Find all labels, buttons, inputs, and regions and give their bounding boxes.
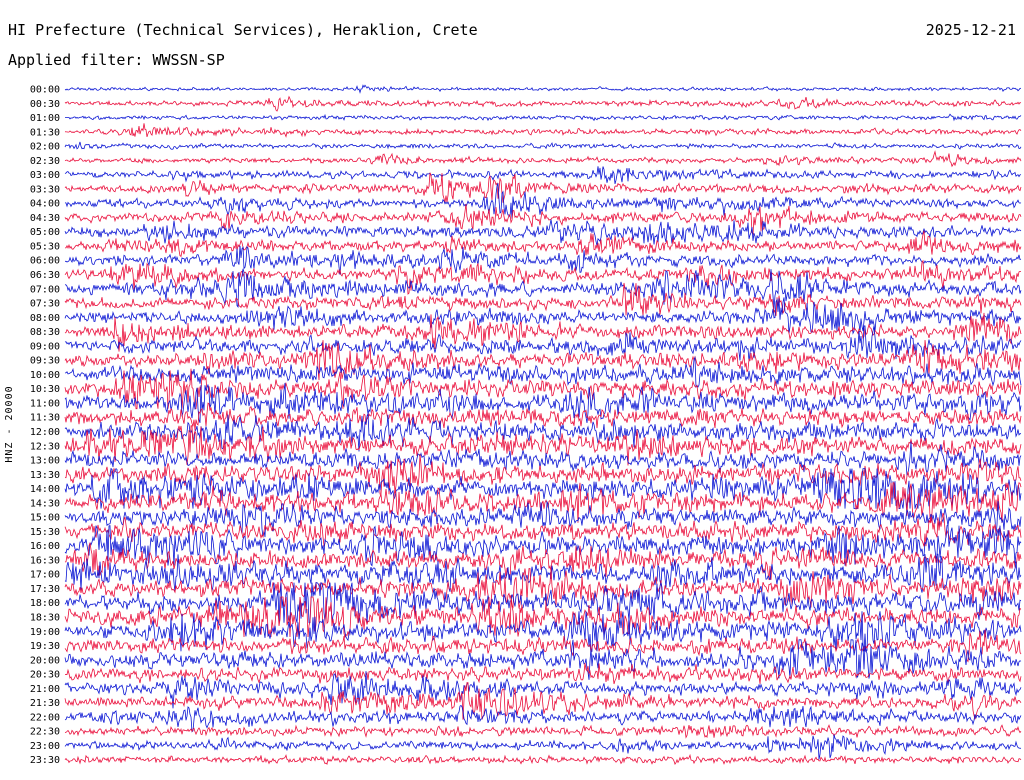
time-label: 05:30 [30,242,60,253]
time-label: 08:00 [30,313,60,324]
seismo-trace [64,542,1022,580]
time-label: 03:00 [30,170,60,181]
seismo-trace [64,734,1022,760]
time-label: 18:00 [30,598,60,609]
seismo-trace [64,325,1022,362]
seismo-trace [64,682,1022,721]
time-label: 07:00 [30,284,60,295]
seismo-trace [64,425,1022,466]
time-label: 10:30 [30,384,60,395]
seismo-trace [64,183,1022,219]
time-label: 21:30 [30,698,60,709]
time-label: 18:30 [30,613,60,624]
seismo-trace [64,84,1022,94]
seismo-trace [64,297,1022,335]
time-label: 00:00 [30,85,60,96]
time-label: 19:30 [30,641,60,652]
time-label: 04:00 [30,199,60,210]
seismo-trace [64,382,1022,424]
time-label: 11:00 [30,398,60,409]
time-label: 23:30 [30,755,60,766]
seismo-trace [64,512,1022,548]
time-label: 05:00 [30,227,60,238]
time-label: 16:00 [30,541,60,552]
time-label: 19:00 [30,627,60,638]
time-label: 02:00 [30,142,60,153]
seismo-trace [64,141,1022,150]
time-label: 01:30 [30,127,60,138]
seismo-trace [64,95,1022,112]
seismo-trace [64,639,1022,680]
time-label: 22:00 [30,712,60,723]
seismo-trace [64,663,1022,685]
time-label: 12:30 [30,441,60,452]
header-date: 2025-12-21 [925,21,1016,39]
time-label: 04:30 [30,213,60,224]
seismo-trace [64,454,1022,495]
seismo-trace [64,282,1022,316]
time-label: 09:00 [30,341,60,352]
time-label: 23:00 [30,741,60,752]
seismo-trace [64,340,1022,381]
seismo-trace [64,581,1022,624]
time-label: 06:30 [30,270,60,281]
seismo-trace [64,150,1022,168]
time-label: 15:00 [30,513,60,524]
time-label: 22:30 [30,727,60,738]
seismo-trace [64,525,1022,567]
time-label: 07:30 [30,299,60,310]
time-label: 11:30 [30,413,60,424]
seismo-trace [65,113,1022,122]
time-label: 06:00 [30,256,60,267]
seismo-trace [64,312,1022,352]
time-label: 08:30 [30,327,60,338]
seismo-trace [65,245,1022,275]
seismo-trace [64,172,1022,203]
time-label: 17:00 [30,570,60,581]
time-label: 20:30 [30,670,60,681]
seismo-trace [64,671,1022,709]
time-label: 03:30 [30,184,60,195]
seismo-trace [64,441,1022,478]
seismo-trace [64,553,1022,593]
seismo-trace [64,259,1022,295]
seismo-trace [64,500,1022,538]
time-label: 14:30 [30,498,60,509]
time-label: 10:00 [30,370,60,381]
time-label: 01:00 [30,113,60,124]
time-label: 15:30 [30,527,60,538]
seismo-trace [64,204,1022,236]
station-axis-label: HNZ - 20000 [4,385,15,462]
time-label: 21:00 [30,684,60,695]
seismo-trace [64,753,1022,766]
seismo-trace [64,219,1022,246]
time-label: 16:30 [30,555,60,566]
seismo-trace [64,467,1022,510]
seismo-trace [64,568,1022,609]
time-label: 13:30 [30,470,60,481]
seismo-trace [64,482,1022,523]
seismo-trace [64,123,1022,138]
time-label: 12:00 [30,427,60,438]
time-label: 00:30 [30,99,60,110]
page-title: HI Prefecture (Technical Services), Hera… [8,21,478,39]
seismo-trace [64,268,1022,309]
time-label: 02:30 [30,156,60,167]
seismo-trace [64,724,1022,739]
time-label: 14:00 [30,484,60,495]
seismo-trace [64,356,1022,389]
time-label: 20:00 [30,655,60,666]
time-label: 13:00 [30,456,60,467]
seismo-trace [65,230,1022,257]
time-label: 17:30 [30,584,60,595]
seismo-trace [64,166,1022,185]
time-label: 09:30 [30,356,60,367]
filter-label: Applied filter: WWSSN-SP [8,51,225,69]
seismo-trace [64,704,1022,733]
seismo-trace [64,402,1022,431]
seismo-trace [64,611,1022,653]
seismo-trace [64,368,1022,410]
